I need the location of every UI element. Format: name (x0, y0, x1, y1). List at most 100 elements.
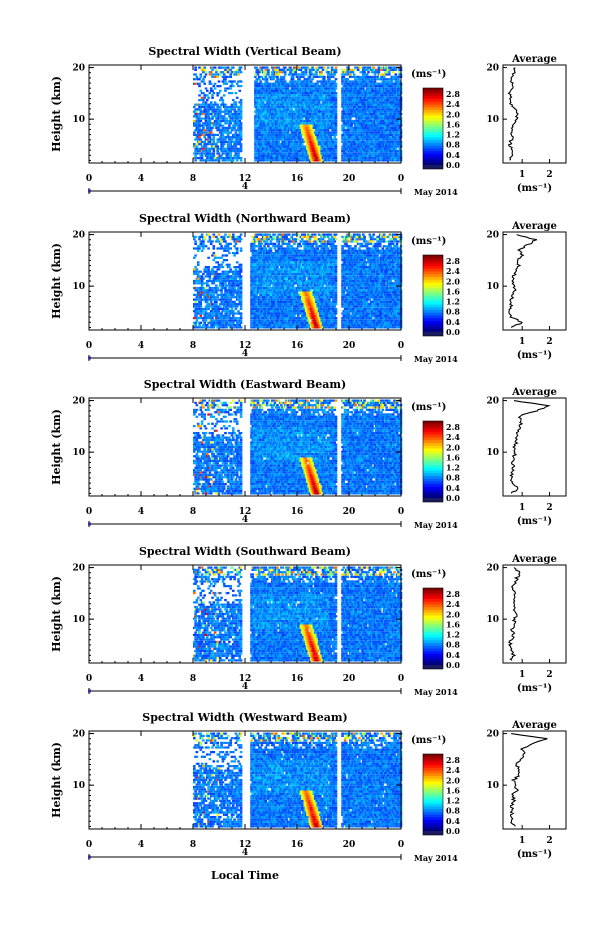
heatmap-cell (228, 125, 231, 127)
heatmap-cell (240, 99, 243, 101)
heatmap-cell (200, 73, 203, 75)
heatmap-cell (214, 87, 217, 89)
heatmap-cell (354, 145, 357, 147)
heatmap-cell (320, 152, 323, 154)
heatmap-cell (222, 145, 225, 147)
heatmap-cell (335, 148, 338, 150)
heatmap-cell (231, 108, 234, 110)
heatmap-cell (327, 73, 330, 75)
heatmap-cell (261, 76, 264, 78)
heatmap-cell (196, 145, 199, 147)
heatmap-cell (202, 308, 205, 310)
heatmap-cell (203, 129, 206, 131)
heatmap (193, 67, 402, 162)
heatmap-cell (262, 132, 265, 134)
heatmap-cell (227, 106, 230, 108)
heatmap-cell (353, 69, 356, 71)
heatmap-cell (341, 80, 344, 82)
heatmap-cell (201, 67, 204, 69)
heatmap-cell (322, 120, 325, 122)
heatmap-cell (278, 141, 281, 143)
heatmap-cell (200, 303, 203, 305)
heatmap-cell (240, 111, 243, 113)
heatmap-cell (235, 113, 238, 115)
heatmap-cell (205, 287, 208, 289)
heatmap-cell (259, 97, 262, 99)
heatmap-cell (240, 104, 243, 106)
heatmap-cell (214, 115, 217, 117)
heatmap-cell (209, 238, 212, 240)
heatmap-cell (202, 113, 205, 115)
heatmap-cell (281, 94, 284, 96)
heatmap-cell (235, 145, 238, 147)
heatmap-cell (389, 106, 392, 108)
heatmap-cell (357, 76, 360, 78)
heatmap-cell (235, 152, 238, 154)
heatmap-cell (296, 143, 299, 145)
heatmap-cell (396, 136, 399, 138)
heatmap-cell (229, 122, 232, 124)
heatmap-cell (198, 317, 201, 319)
heatmap-cell (209, 73, 212, 75)
heatmap-cell (201, 285, 204, 287)
heatmap-cell (228, 157, 231, 159)
heatmap-cell (220, 157, 223, 159)
heatmap-cell (392, 71, 395, 73)
heatmap-cell (289, 159, 292, 161)
heatmap-cell (335, 120, 338, 122)
heatmap-cell (383, 141, 386, 143)
heatmap-cell (200, 296, 203, 298)
heatmap-cell (323, 76, 326, 78)
heatmap-cell (376, 127, 379, 129)
heatmap-cell (298, 73, 301, 75)
heatmap-cell (209, 125, 212, 127)
heatmap-cell (343, 113, 346, 115)
heatmap-cell (209, 289, 212, 291)
heatmap-cell (226, 118, 229, 120)
heatmap-cell (224, 90, 227, 92)
heatmap-cell (335, 122, 338, 124)
heatmap-cell (317, 80, 320, 82)
heatmap-cell (292, 152, 295, 154)
heatmap-cell (218, 92, 221, 94)
heatmap-cell (288, 104, 291, 106)
heatmap-cell (326, 69, 329, 71)
heatmap-cell (371, 71, 374, 73)
heatmap-cell (231, 148, 234, 150)
heatmap-cell (292, 76, 295, 78)
heatmap-cell (213, 85, 216, 87)
heatmap-cell (194, 299, 197, 301)
heatmap-cell (194, 69, 197, 71)
heatmap-cell (335, 115, 338, 117)
heatmap-cell (293, 73, 296, 75)
heatmap-cell (232, 67, 235, 69)
heatmap-cell (309, 113, 312, 115)
heatmap-cell (330, 157, 333, 159)
heatmap-cell (272, 85, 275, 87)
heatmap-cell (302, 76, 305, 78)
heatmap-cell (375, 113, 378, 115)
heatmap-cell (214, 101, 217, 103)
heatmap-cell (371, 80, 374, 82)
heatmap-cell (388, 73, 391, 75)
heatmap-cell (194, 134, 197, 136)
heatmap-cell (205, 268, 208, 270)
heatmap-cell (206, 90, 209, 92)
heatmap-cell (287, 87, 290, 89)
heatmap-cell (267, 122, 270, 124)
heatmap-cell (240, 145, 243, 147)
heatmap-cell (226, 108, 229, 110)
heatmap-cell (202, 148, 205, 150)
heatmap-cell (262, 111, 265, 113)
heatmap-cell (349, 73, 352, 75)
heatmap-cell (335, 138, 338, 140)
heatmap-cell (276, 120, 279, 122)
heatmap-cell (240, 159, 243, 161)
heatmap-cell (219, 125, 222, 127)
heatmap-cell (213, 106, 216, 108)
heatmap-cell (335, 118, 338, 120)
heatmap-cell (284, 71, 287, 73)
heatmap-cell (294, 71, 297, 73)
heatmap-cell (348, 129, 351, 131)
heatmap-cell (384, 159, 387, 161)
